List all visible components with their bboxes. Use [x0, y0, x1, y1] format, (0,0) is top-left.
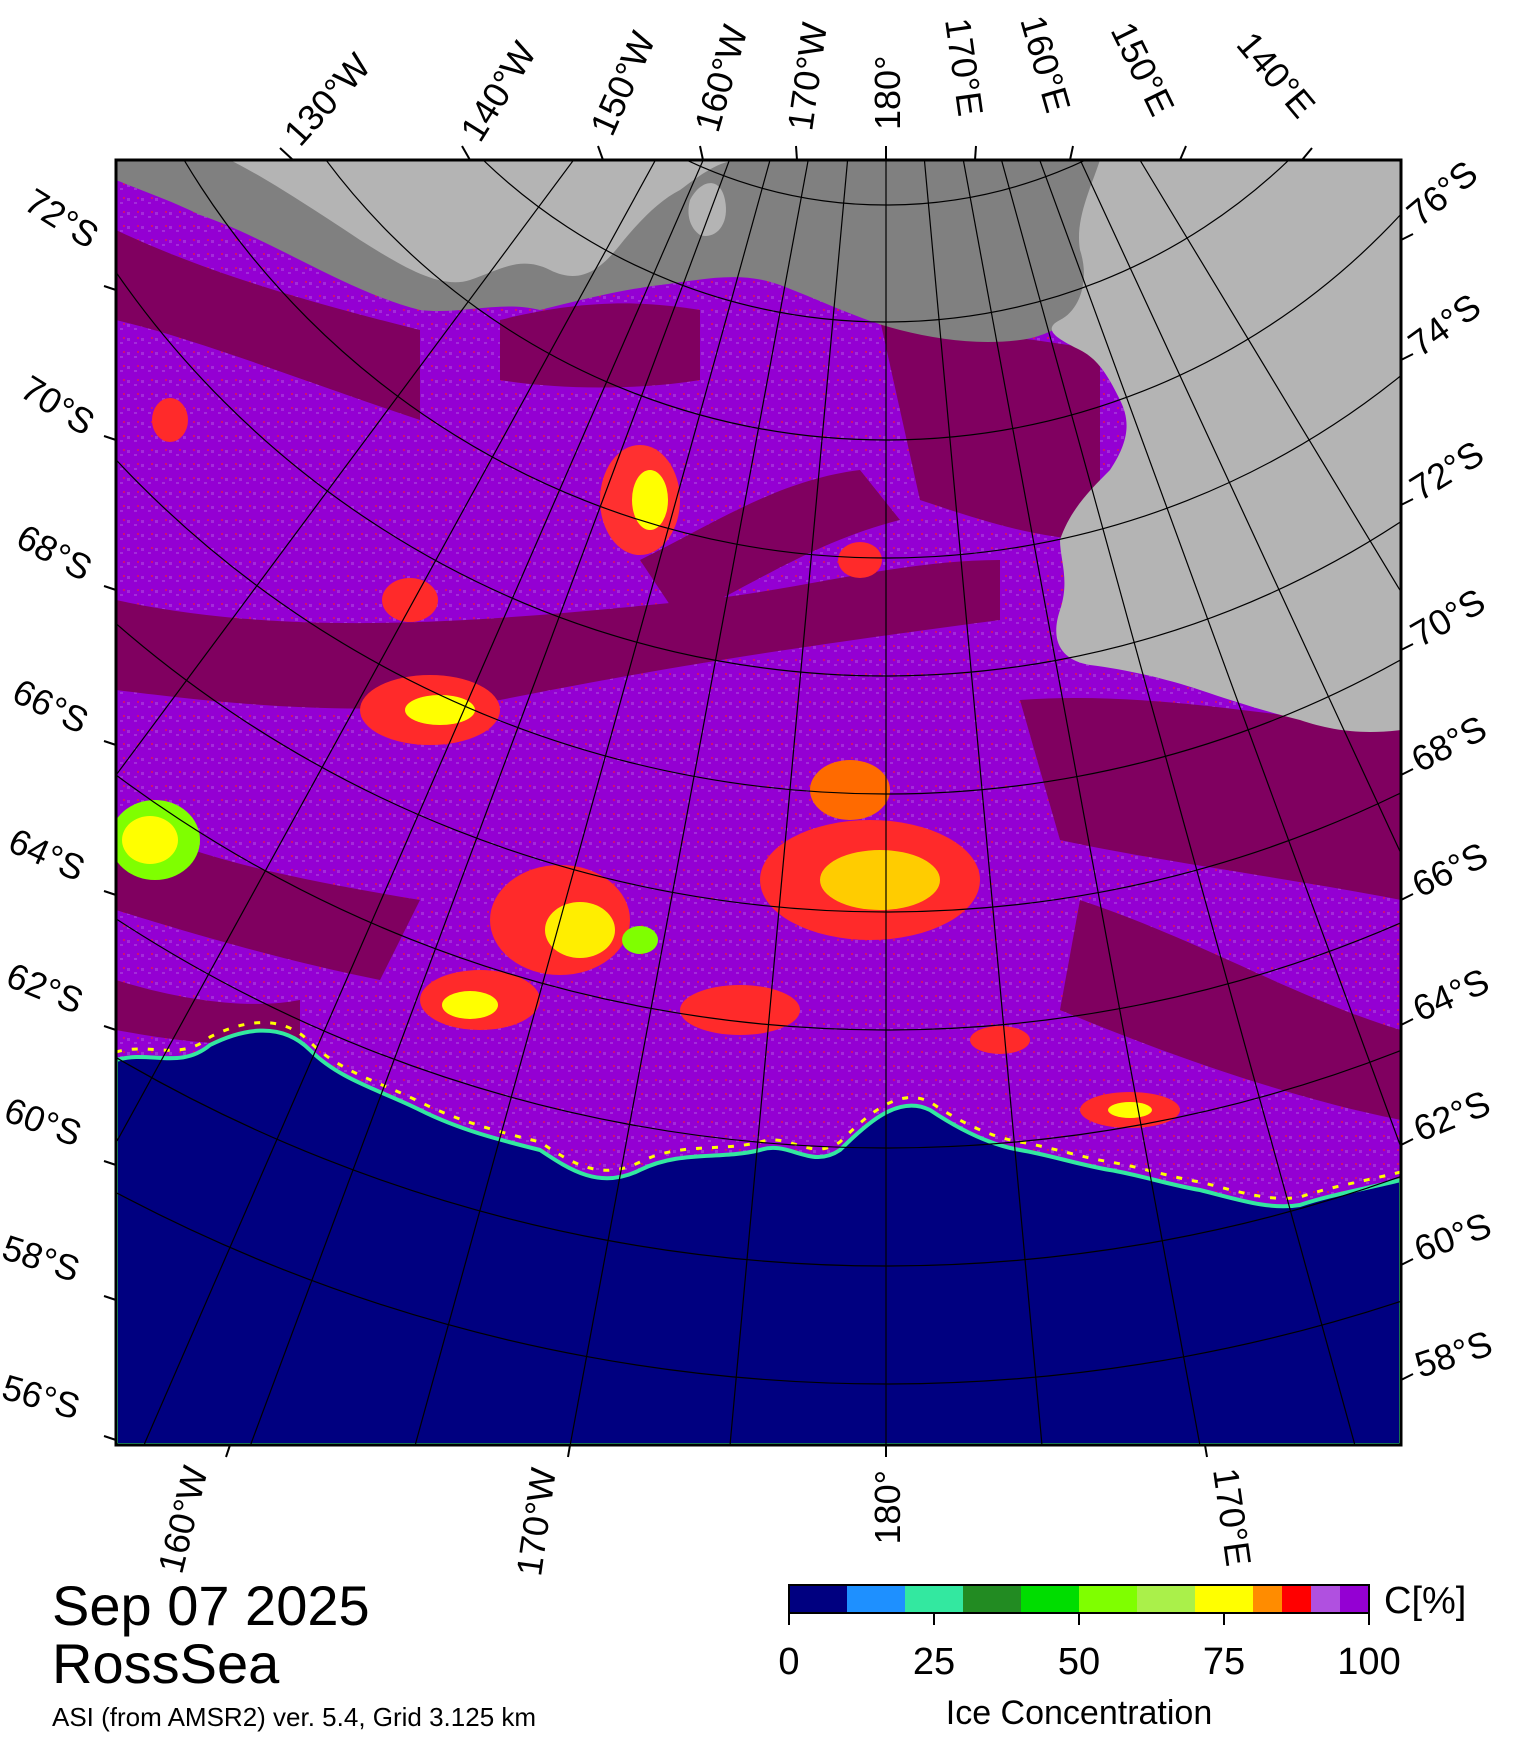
lat-label: 76°S	[1399, 152, 1485, 234]
lon-label: 180°	[867, 1470, 908, 1544]
lat-label: 60°S	[1409, 1204, 1497, 1269]
frame-ticks	[103, 145, 1414, 1458]
lon-label: 130°W	[275, 45, 378, 153]
lon-label: 160°W	[150, 1462, 216, 1577]
colorbar-tick-label: 75	[1203, 1641, 1245, 1683]
right-latitude-labels: 76°S 74°S 72°S 70°S 68°S 66°S 64°S 62°S …	[1399, 152, 1497, 1385]
map-frame	[114, 158, 1403, 1447]
colorbar-tick-label: 25	[913, 1641, 955, 1683]
colorbar-swatch	[1079, 1585, 1137, 1613]
colorbar-swatch	[789, 1585, 847, 1613]
lat-label: 58°S	[0, 1227, 85, 1290]
colorbar-title: Ice Concentration	[946, 1694, 1213, 1732]
lat-label: 70°S	[14, 367, 102, 443]
colorbar-tick-label: 50	[1058, 1641, 1100, 1683]
bottom-longitude-labels: 160°W 170°W 180° 170°E	[150, 1462, 1260, 1579]
lon-label: 150°E	[1103, 16, 1183, 122]
colorbar-swatch	[905, 1585, 963, 1613]
lon-label: 140°W	[452, 35, 544, 149]
ice-rise	[688, 183, 726, 236]
top-longitude-labels: 130°W 140°W 150°W 160°W 170°W 180° 170°E…	[275, 11, 1323, 153]
colorbar-swatch	[1340, 1585, 1369, 1613]
lat-label: 64°S	[1407, 960, 1495, 1029]
colorbar-swatch	[1137, 1585, 1195, 1613]
lon-label: 140°E	[1229, 24, 1324, 126]
colorbar-swatch	[963, 1585, 1021, 1613]
lon-label: 170°E	[937, 15, 991, 118]
lat-label: 58°S	[1410, 1322, 1497, 1385]
colorbar-swatch	[1311, 1585, 1340, 1613]
lon-label: 170°W	[779, 20, 835, 133]
colorbar-swatch	[1021, 1585, 1079, 1613]
lat-label: 72°S	[18, 180, 106, 256]
lat-label: 64°S	[3, 820, 91, 889]
lat-label: 62°S	[1408, 1082, 1496, 1149]
colorbar-swatch	[1282, 1585, 1311, 1613]
left-latitude-labels: 72°S 70°S 68°S 66°S 64°S 62°S 60°S 58°S …	[0, 180, 106, 1427]
colorbar-tick-label: 0	[778, 1641, 799, 1683]
date-label: Sep 07 2025	[52, 1574, 370, 1637]
lat-label: 70°S	[1404, 580, 1492, 655]
antarctic-ice-shelf	[116, 160, 740, 283]
colorbar-tick-labels: 0 25 50 75 100	[778, 1641, 1400, 1683]
colorbar-tick-label: 100	[1337, 1641, 1400, 1683]
lon-label: 170°E	[1205, 1465, 1259, 1568]
lon-label: 160°W	[686, 21, 755, 137]
lat-label: 68°S	[10, 516, 99, 589]
antarctic-land-east	[1051, 160, 1401, 732]
colorbar-swatches	[789, 1585, 1369, 1613]
lon-label: 160°E	[1012, 11, 1079, 117]
open-ocean	[116, 1028, 1401, 1445]
graticule	[116, 160, 1401, 1445]
map-content	[116, 160, 1401, 1445]
lat-label: 60°S	[0, 1089, 87, 1154]
lon-label: 150°W	[582, 25, 664, 141]
colorbar: C[%] 0 25 50 75 100 Ice Concentration	[778, 1580, 1466, 1732]
colorbar-unit: C[%]	[1384, 1580, 1466, 1622]
lat-label: 56°S	[0, 1366, 85, 1427]
region-label: RossSea	[52, 1632, 280, 1695]
source-label: ASI (from AMSR2) ver. 5.4, Grid 3.125 km	[52, 1702, 537, 1732]
lon-label: 180°	[867, 56, 908, 130]
lat-label: 66°S	[1406, 834, 1494, 905]
colorbar-ticks	[788, 1613, 1370, 1625]
colorbar-swatch	[1253, 1585, 1282, 1613]
colorbar-swatch	[847, 1585, 905, 1613]
lat-label: 66°S	[6, 670, 94, 741]
lat-label: 68°S	[1405, 707, 1494, 780]
lat-label: 72°S	[1403, 432, 1491, 508]
lat-label: 62°S	[1, 954, 89, 1021]
lon-label: 170°W	[508, 1465, 564, 1578]
lat-label: 74°S	[1401, 285, 1489, 364]
colorbar-swatch	[1195, 1585, 1253, 1613]
